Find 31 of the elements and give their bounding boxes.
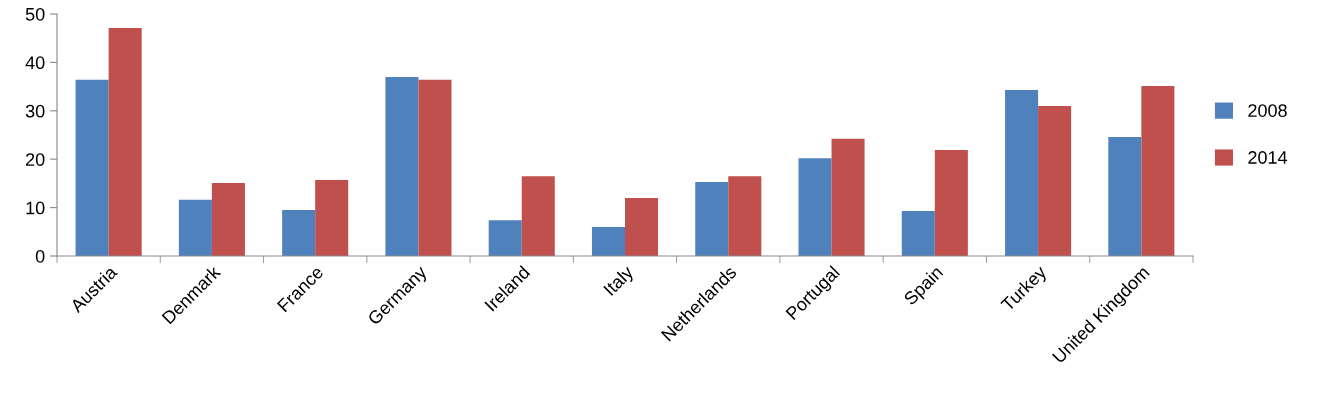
bar bbox=[211, 182, 245, 256]
bar bbox=[591, 226, 625, 256]
y-tick-label: 50 bbox=[25, 7, 45, 21]
y-tick-label: 30 bbox=[25, 104, 45, 118]
x-tick-label: Italy bbox=[602, 264, 637, 299]
bar bbox=[418, 79, 452, 256]
bar bbox=[1005, 89, 1039, 256]
bar bbox=[75, 79, 109, 256]
bar bbox=[315, 180, 349, 256]
bar bbox=[831, 138, 865, 256]
y-tick-label: 0 bbox=[35, 249, 45, 263]
bar bbox=[108, 28, 142, 256]
bar bbox=[1141, 86, 1175, 256]
bar bbox=[625, 197, 659, 256]
bar bbox=[695, 181, 729, 256]
y-tick-label: 40 bbox=[25, 56, 45, 70]
bar bbox=[1108, 136, 1142, 256]
bar bbox=[901, 210, 935, 256]
y-tick-label: 10 bbox=[26, 201, 45, 215]
bar bbox=[798, 158, 832, 256]
bar bbox=[934, 150, 968, 256]
bar bbox=[488, 220, 522, 256]
legend-label: 2014 bbox=[1248, 151, 1288, 164]
bar bbox=[178, 199, 212, 256]
bar bbox=[728, 176, 762, 256]
bar bbox=[282, 210, 316, 256]
legend-label: 2008 bbox=[1248, 104, 1287, 117]
y-tick-label: 20 bbox=[26, 153, 45, 166]
bar bbox=[521, 176, 555, 256]
bar bbox=[385, 76, 419, 256]
bar bbox=[1038, 105, 1072, 256]
